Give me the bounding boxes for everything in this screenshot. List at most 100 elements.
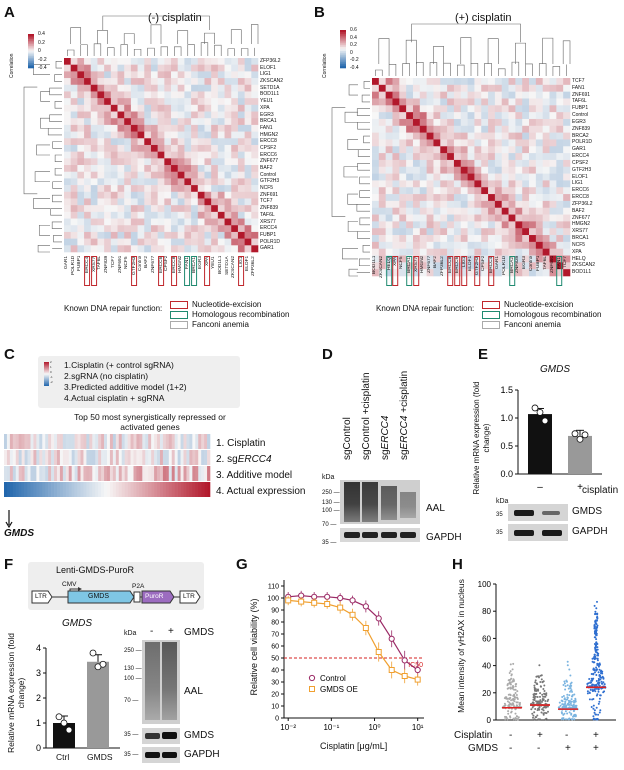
heatmap-cell (460, 118, 468, 127)
heatmap-cell (563, 221, 571, 229)
heatmap-cell (150, 205, 158, 213)
heatmap-cell (130, 138, 138, 146)
heatmap-cell (157, 238, 165, 246)
heatmap-cell (157, 111, 165, 119)
cell-point (574, 699, 577, 702)
panel-c-cell (168, 434, 173, 449)
dendrogram-link (356, 204, 370, 212)
cell-point (547, 698, 550, 701)
heatmap-cell (426, 112, 434, 120)
heatmap-cell (426, 248, 434, 256)
panel-c-cell (104, 434, 108, 449)
y-tick-label: 3 (36, 668, 41, 678)
panel-c-cell (15, 482, 20, 497)
heatmap-cell (488, 118, 496, 127)
scale-step (28, 35, 34, 38)
heatmap-cell (197, 211, 205, 219)
heatmap-cell (392, 207, 400, 215)
heatmap-cell (529, 125, 537, 133)
heatmap-cell (515, 194, 523, 202)
heatmap-cell (150, 151, 158, 159)
heatmap-cell (515, 262, 523, 270)
heatmap-cell (204, 238, 212, 246)
heatmap-cell (97, 131, 105, 139)
panel-c-cell (183, 450, 187, 465)
heatmap-cell (84, 191, 92, 199)
heatmap-cell (481, 105, 489, 113)
heatmap-cell (453, 173, 462, 181)
heatmap-cell (501, 262, 509, 270)
panel-c-cell (62, 450, 67, 465)
heatmap-cell (197, 64, 205, 72)
heatmap-cell (177, 124, 185, 132)
cell-point (597, 713, 600, 716)
heatmap-cell (77, 185, 85, 193)
panel-c-cell (42, 434, 46, 449)
heatmap-cell (399, 269, 407, 277)
heatmap-cell (130, 205, 138, 213)
cell-point (509, 670, 512, 673)
heatmap-cell (522, 139, 530, 147)
heatmap-cell (204, 78, 212, 86)
heatmap-cell (211, 64, 219, 72)
heatmap-cell (515, 166, 523, 174)
heatmap-cell (211, 191, 219, 199)
data-point (285, 597, 292, 604)
data-point (388, 667, 395, 673)
gene-row-label: ERCC4 (572, 153, 589, 160)
panel-c-cell (77, 434, 81, 449)
heatmap-cell (501, 105, 509, 113)
gene-row-label: HMGN2 (260, 131, 279, 138)
heatmap-cell (447, 269, 455, 277)
dendrogram-link (511, 61, 520, 76)
heatmap-cell (177, 58, 185, 65)
panel-c-cell (183, 482, 187, 497)
gene-col-label: XPA (392, 256, 399, 286)
scale-step (340, 39, 346, 42)
heatmap-cell (488, 139, 496, 147)
heatmap-cell (231, 91, 239, 99)
panel-c-cell (39, 482, 43, 497)
heatmap-cell (77, 171, 85, 179)
heatmap-cell (177, 185, 185, 193)
cell-point (592, 704, 595, 707)
heatmap-cell (171, 191, 179, 199)
heatmap-cell (157, 144, 165, 152)
heatmap-cell (385, 241, 393, 249)
panel-c-cell (183, 434, 187, 449)
cell-point (573, 718, 576, 721)
heatmap-cell (104, 104, 112, 112)
heatmap-cell (77, 84, 85, 92)
cell-point (532, 714, 535, 717)
panel-c-cell (83, 482, 87, 497)
heatmap-cell (211, 84, 219, 92)
cell-point (516, 690, 519, 693)
gene-col-label: LIG1 (460, 256, 467, 286)
heatmap-cell (197, 71, 205, 79)
heatmap-cell (204, 198, 212, 206)
dendrogram-link (344, 111, 358, 123)
heatmap-cell (412, 228, 421, 236)
heatmap-cell (372, 200, 380, 209)
heatmap-cell (184, 71, 192, 79)
panel-d-lane-label: sgERCC4 +cisplatin (399, 370, 410, 460)
heatmap-cell (488, 153, 496, 161)
heatmap-cell (419, 173, 427, 181)
cell-point (559, 704, 562, 707)
panel-c-cell (127, 466, 131, 481)
cell-point (510, 699, 513, 702)
dendrogram-link (388, 64, 397, 76)
panel-c-cell (204, 466, 208, 481)
heatmap-cell (70, 238, 78, 246)
heatmap-cell (171, 104, 179, 112)
gene-col-label: XRS77 (412, 256, 420, 286)
panel-c-cell (86, 482, 90, 497)
panel-c-cell (186, 434, 190, 449)
heatmap-cell (191, 71, 199, 79)
panel-c-cell (207, 450, 211, 465)
heatmap-cell (515, 105, 523, 113)
cell-point (541, 698, 544, 700)
panel-c-cell (195, 450, 199, 465)
heatmap-cell (399, 84, 407, 92)
heatmap-cell (97, 218, 105, 226)
